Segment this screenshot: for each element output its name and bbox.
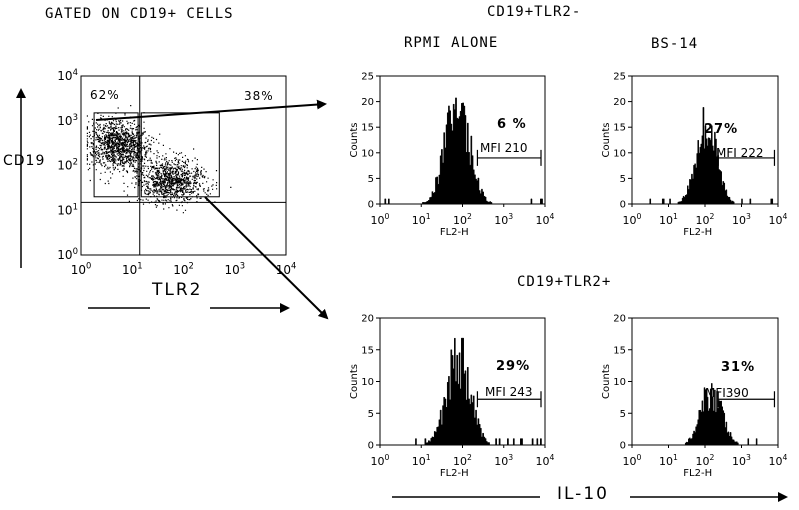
- tlr2-minus-title: CD19+TLR2-: [487, 4, 582, 20]
- y-tick-label-2-5: 5: [620, 174, 626, 185]
- histogram-bars-3: [380, 337, 545, 446]
- x-tick-label-3-1: 101: [412, 453, 431, 468]
- y-tick-label-1-25: 25: [361, 72, 374, 83]
- y-tick-dotplot-2: 102: [57, 158, 78, 173]
- x-tick-label-2-1: 101: [659, 212, 678, 227]
- y-tick-label-3-20: 20: [361, 314, 374, 325]
- rpmi-alone-label: RPMI ALONE: [404, 35, 499, 51]
- x-tick-label-1-4: 104: [536, 212, 555, 227]
- y-tick-label-1-10: 10: [361, 148, 374, 159]
- dot-cluster-tlr2-negative: [86, 105, 164, 188]
- x-axis-title-1: FL2-H: [440, 227, 469, 238]
- mfi-marker-3: [476, 391, 542, 408]
- x-tick-label-2-4: 104: [769, 212, 788, 227]
- y-tick-label-2-20: 20: [613, 97, 626, 108]
- x-tick-label-1-3: 103: [494, 212, 513, 227]
- x-tick-label-3-3: 103: [494, 453, 513, 468]
- y-tick-label-4-0: 0: [620, 441, 626, 452]
- mfi-label-1: MFI 210: [480, 141, 528, 155]
- x-axis-title-4: FL2-H: [683, 468, 712, 479]
- gate-tlr2-negative: [93, 112, 139, 198]
- y-tick-label-4-10: 10: [613, 377, 626, 388]
- dotplot-frame: [80, 75, 287, 256]
- x-axis-title-2: FL2-H: [683, 227, 712, 238]
- histogram-bars-2: [632, 107, 778, 205]
- x-tick-label-1-1: 101: [412, 212, 431, 227]
- percent-label-4: 31%: [721, 360, 755, 375]
- connector-arrow-tlr2-plus: [204, 196, 329, 320]
- y-tick-label-3-0: 0: [368, 441, 374, 452]
- connector-arrow-tlr2-minus: [95, 99, 327, 121]
- gate-tlr2-positive: [140, 112, 220, 198]
- y-tick-label-1-20: 20: [361, 97, 374, 108]
- bs14-label: BS-14: [651, 36, 699, 52]
- y-tick-dotplot-0: 100: [57, 247, 78, 262]
- y-tick-label-1-0: 0: [368, 200, 374, 211]
- x-tick-label-4-0: 100: [623, 453, 642, 468]
- x-tick-dotplot-0: 100: [71, 261, 92, 277]
- x-axis-title-3: FL2-H: [440, 468, 469, 479]
- y-axis-title-3: Counts: [349, 364, 360, 399]
- x-tick-dotplot-4: 104: [276, 261, 297, 277]
- y-tick-dotplot-4: 104: [57, 68, 78, 83]
- x-tick-dotplot-3: 103: [224, 261, 245, 277]
- y-tick-dotplot-1: 101: [57, 202, 78, 217]
- y-tick-label-3-10: 10: [361, 377, 374, 388]
- y-tick-label-4-15: 15: [613, 345, 626, 356]
- il10-axis-label: IL-10: [557, 484, 609, 504]
- y-tick-label-3-15: 15: [361, 345, 374, 356]
- x-tick-label-4-2: 102: [696, 453, 715, 468]
- y-tick-label-2-15: 15: [613, 123, 626, 134]
- x-tick-dotplot-2: 102: [173, 261, 194, 277]
- x-tick-label-3-2: 102: [453, 453, 472, 468]
- y-tick-label-2-25: 25: [613, 72, 626, 83]
- x-tick-label-4-4: 104: [769, 453, 788, 468]
- mfi-marker-2: [717, 149, 776, 166]
- histogram-bars-1: [380, 97, 545, 205]
- percent-label-1: 6 %: [497, 117, 527, 132]
- y-tick-label-1-15: 15: [361, 123, 374, 134]
- y-axis-title-4: Counts: [601, 364, 612, 399]
- x-tick-label-3-0: 100: [371, 453, 390, 468]
- cd19-axis-label: CD19: [3, 153, 45, 169]
- tlr2-axis-label: TLR2: [151, 280, 202, 300]
- x-tick-dotplot-1: 101: [122, 261, 143, 277]
- quadrant-label-upper-left: 62%: [90, 88, 120, 102]
- y-tick-dotplot-3: 103: [57, 113, 78, 128]
- mfi-label-3: MFI 243: [485, 385, 533, 399]
- tlr2-plus-title: CD19+TLR2+: [517, 274, 612, 290]
- y-tick-label-4-20: 20: [613, 314, 626, 325]
- mfi-label-4: MFI390: [705, 386, 749, 400]
- dot-cluster-tlr2-positive: [98, 125, 232, 214]
- x-tick-label-1-0: 100: [371, 212, 390, 227]
- y-tick-label-4-5: 5: [620, 409, 626, 420]
- histogram-bars-4: [632, 383, 778, 446]
- mfi-label-2: MFI 222: [716, 146, 764, 160]
- y-tick-label-1-5: 5: [368, 174, 374, 185]
- percent-label-3: 29%: [496, 359, 530, 374]
- gated-title: GATED ON CD19+ CELLS: [45, 6, 234, 22]
- x-tick-label-2-2: 102: [696, 212, 715, 227]
- y-axis-title-2: Counts: [601, 123, 612, 158]
- x-tick-label-2-3: 103: [732, 212, 751, 227]
- y-tick-label-2-10: 10: [613, 148, 626, 159]
- y-tick-label-3-5: 5: [368, 409, 374, 420]
- x-tick-label-2-0: 100: [623, 212, 642, 227]
- y-tick-label-2-0: 0: [620, 200, 626, 211]
- mfi-marker-4: [717, 391, 776, 408]
- quadrant-label-upper-right: 38%: [244, 89, 274, 103]
- x-tick-label-3-4: 104: [536, 453, 555, 468]
- percent-label-2: 27%: [704, 122, 738, 137]
- x-tick-label-4-3: 103: [732, 453, 751, 468]
- mfi-marker-1: [476, 149, 542, 166]
- y-axis-title-1: Counts: [349, 123, 360, 158]
- x-tick-label-4-1: 101: [659, 453, 678, 468]
- x-tick-label-1-2: 102: [453, 212, 472, 227]
